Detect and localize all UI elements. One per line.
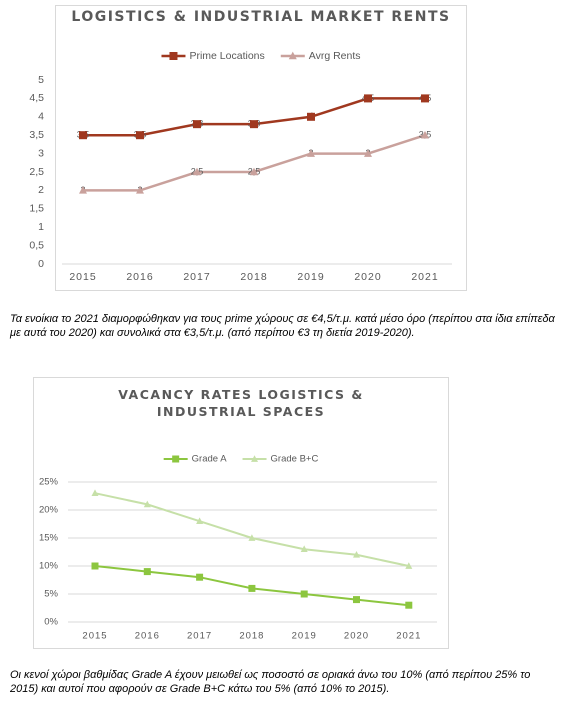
marker [248,534,256,541]
legend-marker [251,455,259,462]
legend-label: Grade A [192,454,228,465]
legend-label: Grade B+C [271,454,319,465]
x-tick-label: 2020 [344,631,369,642]
legend-label: Avrg Rents [309,50,361,62]
y-tick-label: 15% [39,533,59,544]
y-tick-label: 1 [38,221,44,233]
marker [405,601,413,609]
series-line [94,492,410,567]
marker [405,562,413,569]
y-tick-label: 5 [38,74,44,86]
y-tick-label: 4,5 [29,92,44,104]
marker [307,112,315,121]
marker [248,584,256,592]
caption: Τα ενοίκια το 2021 διαμορφώθηκαν για του… [10,313,555,339]
marker [364,94,372,103]
chart-frame [33,377,449,649]
marker [143,500,151,508]
x-tick-label: 2019 [297,271,324,283]
marker [91,562,99,570]
y-tick-label: 20% [39,505,59,516]
y-tick-label: 3 [38,147,44,159]
x-tick-label: 2021 [396,631,421,642]
marker [250,120,258,129]
marker [91,489,99,497]
marker [300,545,308,553]
chart-title: VACANCY RATES LOGISTICS & INDUSTRIAL SPA… [118,387,364,419]
y-tick-label: 2 [38,184,44,196]
marker [79,131,87,140]
legend-label: Prime Locations [189,50,264,62]
x-tick-label: 2016 [126,271,153,283]
x-tick-label: 2015 [69,271,96,283]
x-tick-label: 2016 [135,631,160,642]
marker [193,167,201,176]
x-tick-label: 2017 [183,271,210,283]
y-tick-label: 4 [38,111,44,123]
marker [250,167,258,176]
y-tick-label: 25% [39,477,59,488]
y-tick-label: 1,5 [29,203,44,215]
x-tick-label: 2015 [82,631,107,642]
series-line [83,134,426,192]
marker [143,568,151,576]
marker [136,131,144,140]
marker [421,130,429,139]
marker [79,186,87,194]
y-tick-label: 10% [39,561,59,572]
y-tick-label: 0% [44,617,58,628]
x-tick-label: 2017 [187,631,212,642]
y-tick-label: 3,5 [29,129,44,141]
marker [300,590,308,598]
marker [353,551,360,558]
x-tick-label: 2020 [354,271,381,283]
marker [196,517,204,525]
y-tick-label: 5% [44,589,58,600]
chart-title: LOGISTICS & INDUSTRIAL MARKET RENTS [71,9,451,25]
marker [196,573,204,581]
x-tick-label: 2018 [240,271,267,283]
x-tick-label: 2018 [239,631,264,642]
marker [193,120,201,129]
chart-frame [55,5,467,291]
x-tick-label: 2019 [292,631,317,642]
caption: Οι κενοί χώροι βαθμίδας Grade A έχουν με… [10,669,531,695]
x-tick-label: 2021 [411,271,438,283]
y-tick-label: 2,5 [29,166,44,178]
marker [421,94,429,103]
marker [353,596,360,604]
marker [307,149,315,157]
legend-marker [169,52,178,60]
marker [136,186,144,194]
marker [364,149,372,157]
y-tick-label: 0 [38,258,44,270]
legend-marker [288,51,297,60]
y-tick-label: 0,5 [29,239,44,251]
legend-marker [172,455,180,463]
